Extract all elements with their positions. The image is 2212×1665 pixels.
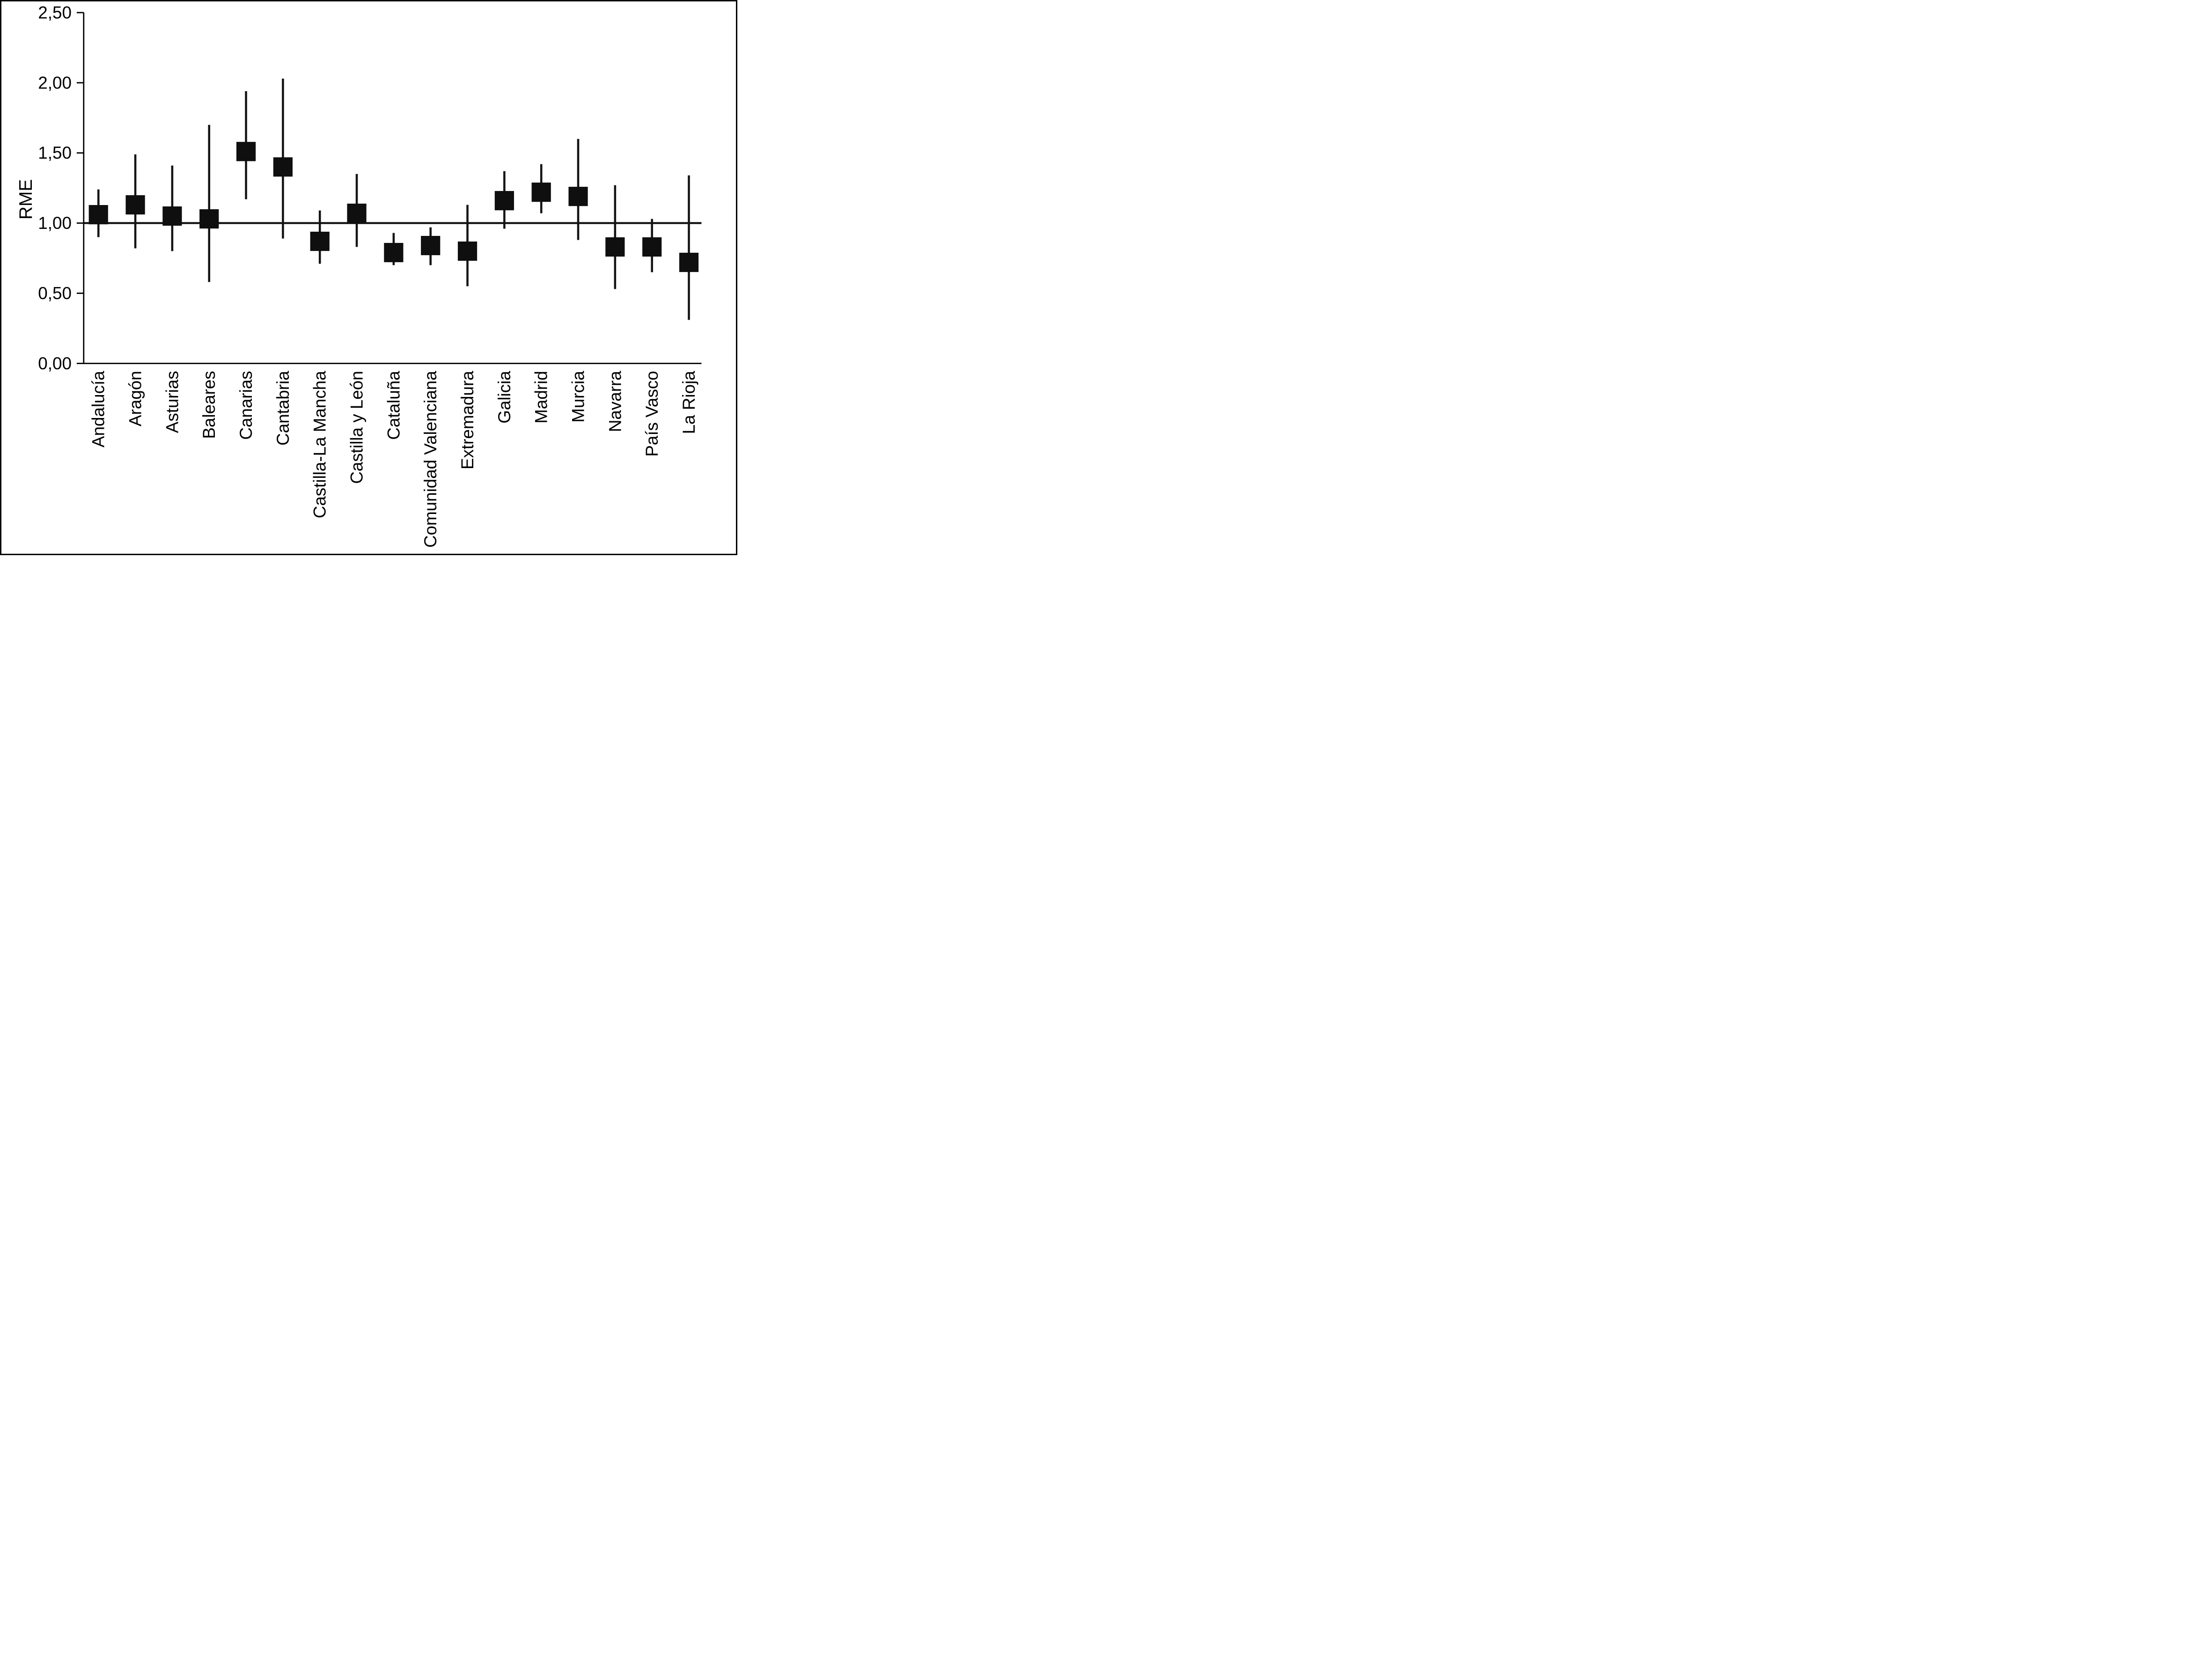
data-point-marker [273,157,293,177]
figure-frame: 0,00 0,50 1,00 1,50 2,00 2,50 RME Andalucía Arag… [0,0,737,555]
y-tick-label: 2,50 [38,3,72,22]
data-point-marker [457,241,478,261]
data-point-marker [162,206,182,226]
x-category-label: Asturias [162,371,182,433]
x-category-label: Andalucía [89,371,108,447]
x-category-label: Cataluña [384,371,403,440]
data-point-marker [236,142,256,161]
y-tick-label: 1,50 [38,143,72,162]
y-tick-label: 2,00 [38,73,72,92]
y-tick-label: 0,00 [38,354,72,373]
x-category-label: País Vasco [642,371,661,456]
data-point-marker [568,187,588,206]
data-point-marker [494,191,514,211]
x-category-label: Navarra [605,371,625,432]
x-category-label: La Rioja [679,371,698,434]
x-category-label: Galicia [495,371,514,424]
data-point-marker [605,237,625,257]
x-category-label: Comunidad Valenciana [421,371,440,548]
data-point-marker [642,237,662,257]
x-category-label: Baleares [199,371,219,439]
x-category-label: Murcia [569,371,588,423]
y-tick-label: 1,00 [38,213,72,233]
y-axis-title: RME [16,179,36,220]
x-category-label: Canarias [236,371,256,440]
data-point-marker [384,242,404,263]
rme-forest-chart: 0,00 0,50 1,00 1,50 2,00 2,50 RME Andalucía Arag… [16,3,702,548]
data-point-marker [88,205,108,225]
data-point-marker [679,252,699,272]
data-point-marker [199,209,219,229]
y-tick-label: 0,50 [38,284,72,303]
x-category-label: Castilla-La Mancha [310,371,330,519]
data-point-marker [310,231,330,251]
x-category-label: Aragón [126,371,145,426]
x-category-label: Extremadura [458,371,477,469]
x-category-label: Cantabria [273,371,293,446]
data-point-marker [531,183,551,202]
data-point-marker [421,235,441,256]
x-category-label: Madrid [532,371,551,423]
data-point-marker [347,204,367,223]
x-category-label: Castilla y León [347,371,367,484]
data-point-marker [125,195,145,215]
